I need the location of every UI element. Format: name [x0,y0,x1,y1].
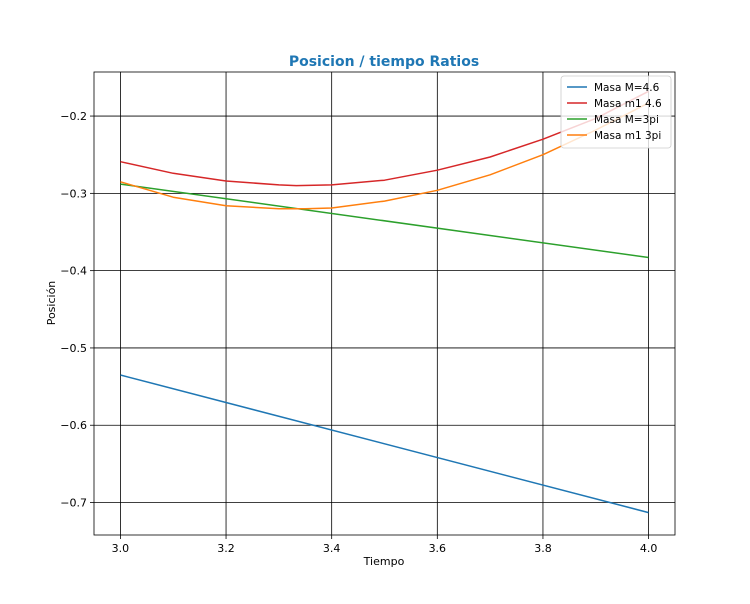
x-tick-label: 3.2 [217,542,235,555]
axis-ticks: 3.0 3.2 3.4 3.6 3.8 4.0 −0.2 −0.3 −0.4 −0.5 −0.6 −0… [60,110,657,555]
x-tick-label: 3.8 [534,542,552,555]
legend-label: Masa M=4.6 [594,82,660,94]
grid-lines [94,72,675,535]
legend-label: Masa M=3pi [594,114,659,126]
series-line [120,374,649,514]
y-tick-label: −0.3 [60,187,87,200]
y-tick-label: −0.7 [60,497,87,510]
y-tick-label: −0.5 [60,342,87,355]
series-line [120,102,649,210]
legend-label: Masa m1 4.6 [594,98,662,110]
y-tick-label: −0.4 [60,265,87,278]
y-tick-label: −0.6 [60,419,87,432]
series-lines [120,90,649,514]
legend-box [560,75,672,149]
x-tick-label: 3.6 [429,542,447,555]
legend-label: Masa m1 3pi [594,130,661,142]
plot-frame [93,71,676,536]
x-tick-label: 3.4 [323,542,341,555]
series-line [120,90,649,187]
x-tick-label: 4.0 [640,542,658,555]
x-tick-label: 3.0 [112,542,130,555]
chart-title: Posicion / tiempo Ratios [289,54,479,70]
y-tick-label: −0.2 [60,110,87,123]
x-axis-label: Tiempo [363,555,405,568]
series-line [120,183,649,259]
y-axis-label: Posición [45,281,58,326]
legend: Masa M=4.6 Masa m1 4.6 Masa M=3pi Masa m1 3… [560,75,672,149]
